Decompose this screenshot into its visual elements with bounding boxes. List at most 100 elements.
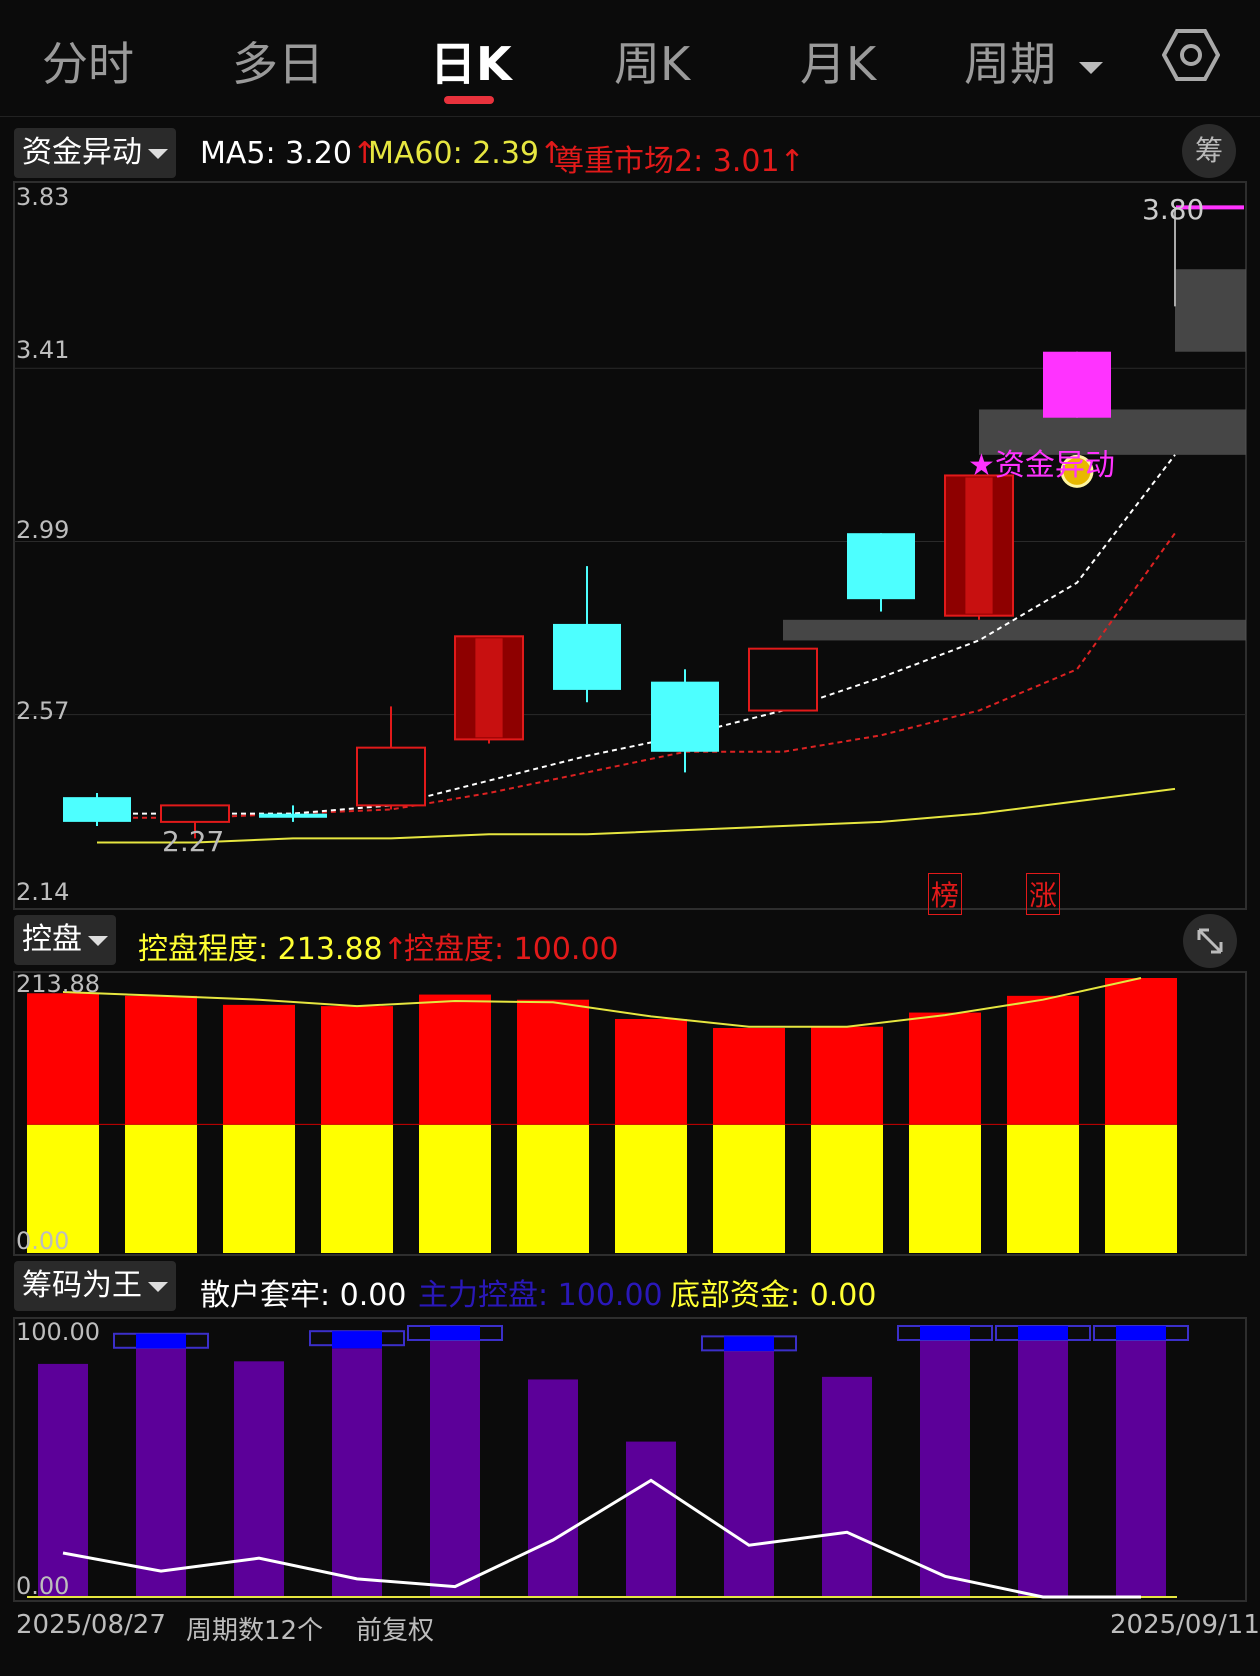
chip-bar-blue [430,1326,480,1340]
candle-body [553,623,621,690]
low-price-label: 2.27 [162,825,225,858]
control-line [62,977,1142,1028]
control-bar-red [811,1026,883,1125]
control-bar-red [615,1018,687,1125]
control-bar-red [517,999,589,1125]
control-bar-yellow [223,1124,295,1253]
chart-frame [13,181,1247,910]
support-zone [783,619,1246,641]
expand-button[interactable] [1183,914,1237,968]
chevron-down-icon [1078,61,1103,74]
legend-dibu: 底部资金: 0.00 [670,1278,877,1313]
axis-label: 100.00 [16,1318,100,1346]
candle-body [160,804,230,823]
tag-bang: 榜 [928,873,963,915]
candle-highlight [475,638,503,738]
fund-signal-icon [1060,454,1094,488]
axis-label: 0.00 [16,1227,70,1255]
candle-body [651,681,719,752]
arrow-up-icon: ↑ [351,136,378,171]
chip-bar-purple [430,1338,480,1597]
control-bar-red [1007,995,1079,1125]
tab-intraday[interactable]: 分时 [42,37,134,91]
chip-bar-blue [136,1333,186,1349]
control-bar-yellow [321,1124,393,1253]
tag-zhang: 涨 [1026,873,1061,915]
legend-ma60: MA60: 2.39↑ [368,136,564,171]
arrow-up-icon: ↑ [779,144,805,179]
indicator-label: 筹码为王 [22,1268,142,1303]
chevron-down-icon [148,1281,168,1292]
control-bar-yellow [419,1124,491,1253]
indicator-dropdown-main[interactable]: 资金异动 [14,128,176,178]
control-bar-red [713,1027,785,1125]
chip-bar-purple [528,1379,578,1597]
axis-label: 2.14 [16,878,70,906]
candle-highlight [965,477,993,614]
candlestick-chart[interactable] [0,180,1260,910]
candle-body [259,813,327,818]
chip-bar-blue [332,1331,382,1349]
candle-body [356,746,426,807]
legend-sanhu: 散户套牢: 0.00 [200,1278,407,1313]
control-bar-yellow [27,1124,99,1253]
chip-bar-purple [920,1338,970,1597]
candle-body [1043,351,1111,418]
candle-body [1176,205,1244,210]
indicator-label: 资金异动 [22,135,142,170]
control-degree-chart [13,971,1247,1256]
chip-bar-purple [1018,1338,1068,1597]
legend-control-degree-value: 控盘程度: 213.88 [138,932,383,967]
control-bar-yellow [1105,1124,1177,1253]
axis-label: 3.41 [16,336,70,364]
axis-label: 2.99 [16,516,70,544]
arrow-up-icon: ↑ [382,932,408,967]
end-date: 2025/09/11 [1110,1610,1260,1640]
adjust-mode[interactable]: 前复权 [356,1616,435,1646]
tab-daily-k[interactable]: 日K [430,37,512,91]
chart-frame [13,1317,1247,1602]
control-bar-yellow [909,1124,981,1253]
candle-body [847,533,915,600]
chip-bar-purple [1116,1338,1166,1597]
ma-red-line [97,532,1176,819]
signal-label: ★资金异动 [968,448,1115,483]
tab-weekly-k[interactable]: 周K [614,37,691,91]
indicator-dropdown-chouma[interactable]: 筹码为王 [14,1261,176,1311]
chip-bar-purple [626,1441,676,1597]
legend-control: 控盘度: 100.00 [404,932,619,967]
tab-period-dropdown[interactable]: 周期 [964,28,1103,94]
expand-icon [1197,928,1223,954]
chip-king-chart [13,1317,1247,1602]
chevron-down-icon [148,148,168,159]
axis-label: 213.88 [16,970,100,998]
tab-multi-day[interactable]: 多日 [232,37,324,91]
arrow-up-icon: ↑ [539,136,565,171]
chart-frame [13,971,1247,1256]
retail-line [62,1478,1141,1599]
control-bar-yellow [713,1124,785,1253]
control-bar-red [321,1006,393,1125]
candle-body [63,797,131,822]
chip-bar-blue [724,1336,774,1351]
gear-icon[interactable] [1162,26,1220,84]
control-bar-yellow [811,1124,883,1253]
axis-label: 3.83 [16,183,70,211]
control-bar-red [223,1004,295,1125]
chip-distribution-button[interactable]: 筹 [1182,124,1236,178]
legend-ma5: MA5: 3.20↑ [200,136,377,171]
active-tab-indicator [444,96,494,104]
control-bar-red [27,993,99,1125]
control-bar-yellow [1007,1124,1079,1253]
chip-bar-blue [920,1326,970,1340]
control-bar-red [909,1012,981,1125]
chip-bar-purple [38,1363,88,1597]
axis-label: 2.57 [16,697,70,725]
legend-ma5-value: MA5: 3.20 [200,136,352,171]
legend-zzsc-value: 尊重市场2: 3.01 [554,144,780,179]
chip-bar-purple [822,1376,872,1597]
indicator-dropdown-kongpan[interactable]: 控盘 [14,915,116,965]
tab-monthly-k[interactable]: 月K [800,37,877,91]
legend-zzsc: 尊重市场2: 3.01↑ [554,136,805,180]
high-price-label: 3.80 [1142,193,1205,226]
